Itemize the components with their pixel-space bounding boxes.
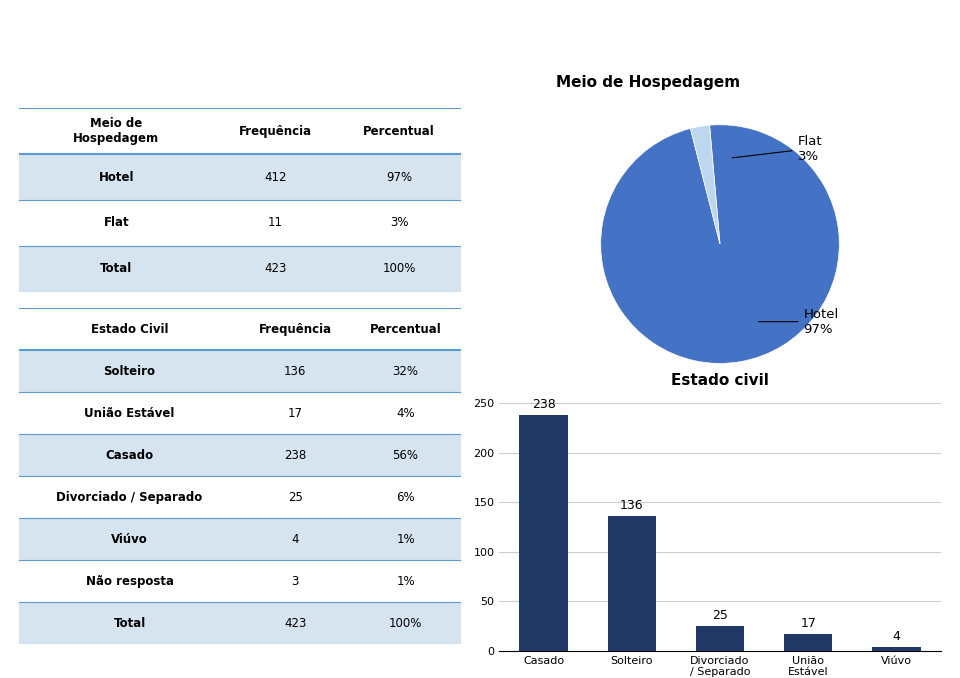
Bar (337, 155, 461, 200)
Text: 4: 4 (893, 630, 900, 643)
Text: Flat
3%: Flat 3% (732, 135, 822, 163)
Text: 412: 412 (264, 171, 287, 184)
Text: 1%: 1% (396, 533, 415, 546)
Text: 1%: 1% (396, 575, 415, 588)
Bar (19, 393, 240, 435)
Text: Flat: Flat (104, 216, 130, 229)
Text: 32%: 32% (393, 365, 419, 378)
Text: 100%: 100% (382, 262, 416, 275)
Bar (240, 602, 350, 644)
Bar (350, 518, 461, 560)
Text: 25: 25 (288, 491, 302, 504)
Bar (240, 560, 350, 602)
Text: 100%: 100% (389, 616, 422, 630)
Bar (240, 518, 350, 560)
Text: 136: 136 (284, 365, 306, 378)
Text: 56%: 56% (393, 449, 419, 462)
Text: 4%: 4% (396, 407, 415, 420)
Text: 3: 3 (292, 575, 299, 588)
Text: Divorciado / Separado: Divorciado / Separado (57, 491, 203, 504)
Bar (240, 476, 350, 518)
Bar (213, 246, 337, 292)
Bar (519, 415, 567, 651)
Bar (240, 351, 350, 393)
Text: 17: 17 (288, 407, 302, 420)
Bar (240, 393, 350, 435)
Text: 423: 423 (264, 262, 286, 275)
Bar (337, 246, 461, 292)
Text: 25: 25 (712, 609, 728, 622)
Bar (19, 602, 240, 644)
Bar (19, 246, 213, 292)
Bar (19, 155, 213, 200)
Bar (350, 476, 461, 518)
Text: Análises Descritivas: Análises Descritivas (321, 32, 793, 73)
Text: 6%: 6% (396, 491, 415, 504)
Bar (350, 435, 461, 476)
Text: Hotel
97%: Hotel 97% (758, 308, 839, 336)
Title: Estado civil: Estado civil (671, 373, 769, 388)
Text: Total: Total (100, 262, 132, 275)
Bar (337, 200, 461, 246)
Bar (873, 647, 921, 651)
Bar (350, 393, 461, 435)
Bar (240, 308, 350, 351)
Text: 238: 238 (532, 398, 556, 411)
Text: 4: 4 (292, 533, 299, 546)
Bar (350, 602, 461, 644)
Text: Hotel: Hotel (99, 171, 134, 184)
Bar (350, 560, 461, 602)
Bar (784, 634, 832, 651)
Bar (350, 351, 461, 393)
Bar (213, 200, 337, 246)
Text: 136: 136 (620, 499, 643, 512)
Bar (350, 308, 461, 351)
Bar (213, 108, 337, 155)
Bar (19, 108, 213, 155)
Text: União Estável: União Estável (84, 407, 175, 420)
Bar (337, 108, 461, 155)
Text: 238: 238 (284, 449, 306, 462)
Bar (19, 560, 240, 602)
Text: Casado: Casado (106, 449, 154, 462)
Text: 97%: 97% (386, 171, 412, 184)
Text: Percentual: Percentual (370, 323, 442, 336)
Text: 11: 11 (268, 216, 283, 229)
Bar (240, 435, 350, 476)
Bar (19, 200, 213, 246)
Text: Viúvo: Viúvo (111, 533, 148, 546)
Text: Não resposta: Não resposta (85, 575, 174, 588)
Text: Frequência: Frequência (239, 125, 312, 138)
Text: 423: 423 (284, 616, 306, 630)
Text: 3%: 3% (390, 216, 408, 229)
Text: Meio de Hospedagem: Meio de Hospedagem (556, 75, 740, 89)
Bar (19, 435, 240, 476)
Text: Total: Total (113, 616, 146, 630)
Wedge shape (601, 125, 839, 363)
Text: Percentual: Percentual (363, 125, 435, 138)
Bar (19, 308, 240, 351)
Bar (19, 518, 240, 560)
Bar (608, 516, 656, 651)
Bar (696, 626, 744, 651)
Text: Frequência: Frequência (258, 323, 332, 336)
Text: 17: 17 (801, 617, 816, 630)
Text: Solteiro: Solteiro (104, 365, 156, 378)
Wedge shape (690, 125, 720, 244)
Bar (19, 476, 240, 518)
Text: Estado Civil: Estado Civil (91, 323, 168, 336)
Bar (213, 155, 337, 200)
Text: Meio de
Hospedagem: Meio de Hospedagem (73, 117, 159, 145)
Bar (19, 351, 240, 393)
